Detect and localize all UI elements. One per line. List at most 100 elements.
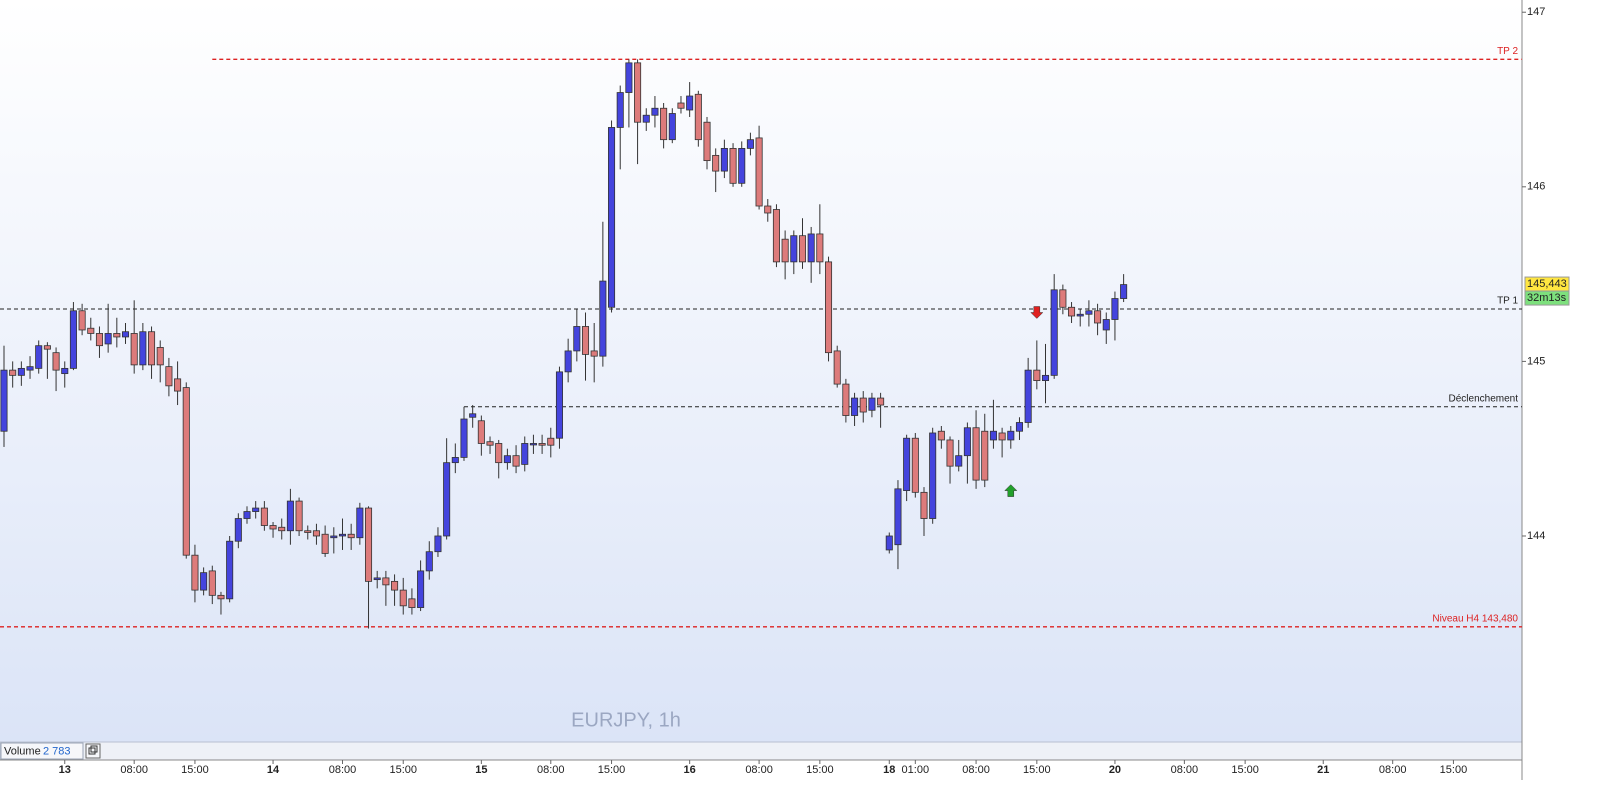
candle-body xyxy=(573,326,581,352)
candle-body xyxy=(477,420,485,444)
candle-body xyxy=(929,432,937,519)
candle-body xyxy=(868,397,876,411)
candle-body xyxy=(746,139,754,149)
candle-body xyxy=(538,443,546,446)
candle-body xyxy=(95,333,103,347)
panel-icon xyxy=(88,747,96,755)
volume-panel xyxy=(0,741,1523,761)
candle-body xyxy=(616,92,624,128)
x-tick-label: 15:00 xyxy=(389,764,417,776)
candle-body xyxy=(651,107,659,116)
y-tick-label: 144 xyxy=(1527,530,1545,542)
candle-body xyxy=(43,345,51,350)
x-tick-label: 01:00 xyxy=(902,764,930,776)
signal-arrow xyxy=(1030,306,1044,319)
volume-box xyxy=(0,742,84,760)
candle-body xyxy=(547,437,555,446)
x-tick-label: 08:00 xyxy=(329,764,357,776)
candle-body xyxy=(1033,369,1041,382)
candle-body xyxy=(226,540,234,600)
candle-body xyxy=(851,397,859,416)
candle-body xyxy=(894,488,902,546)
candle-body xyxy=(312,530,320,537)
x-tick-label: 20 xyxy=(1109,764,1121,776)
x-tick-label: 15:00 xyxy=(1440,764,1468,776)
candle-body xyxy=(1050,289,1058,376)
candle-body xyxy=(148,331,156,366)
candle-body xyxy=(113,333,121,338)
x-tick-label: 08:00 xyxy=(1171,764,1199,776)
x-tick-label: 15:00 xyxy=(181,764,209,776)
candle-body xyxy=(1059,289,1067,308)
candle-body xyxy=(781,238,789,263)
candle-body xyxy=(295,500,303,532)
candle-body xyxy=(208,570,216,596)
candle-body xyxy=(460,418,468,458)
candle-body xyxy=(955,455,963,467)
x-tick-label: 15:00 xyxy=(598,764,626,776)
candle-body xyxy=(286,500,294,532)
candle-body xyxy=(269,525,277,530)
candle-body xyxy=(243,511,251,519)
candle-body xyxy=(521,443,529,465)
candle-body xyxy=(608,127,616,308)
candle-body xyxy=(911,437,919,493)
x-tick-label: 08:00 xyxy=(745,764,773,776)
candle-body xyxy=(191,554,199,591)
candle-body xyxy=(425,551,433,572)
candle-body xyxy=(512,455,520,467)
candle-body xyxy=(382,577,390,586)
candle-body xyxy=(121,331,130,338)
candle-body xyxy=(729,147,737,184)
candle-body xyxy=(712,154,720,172)
candle-body xyxy=(981,430,989,481)
candle-body xyxy=(338,533,347,537)
x-tick-label: 08:00 xyxy=(962,764,990,776)
candle-body xyxy=(417,570,425,608)
timer-box xyxy=(1524,290,1570,306)
candle-body xyxy=(69,310,77,369)
candle-body xyxy=(686,95,694,111)
candle-body xyxy=(668,113,676,141)
candle-body xyxy=(486,441,494,446)
candle-body xyxy=(555,371,563,439)
candle-body xyxy=(182,387,190,556)
candle-body xyxy=(1111,298,1119,320)
candle-body xyxy=(391,580,399,591)
candle-body xyxy=(738,147,746,184)
candle-body xyxy=(1007,430,1015,441)
candle-body xyxy=(139,331,147,366)
x-tick-label: 15:00 xyxy=(1023,764,1051,776)
candle-body xyxy=(642,114,650,123)
candle-body xyxy=(217,594,225,600)
candle-body xyxy=(1085,310,1093,315)
x-tick-label: 21 xyxy=(1317,764,1329,776)
candle-body xyxy=(234,518,242,542)
candle-body xyxy=(790,235,798,263)
y-tick-label: 146 xyxy=(1527,181,1545,193)
candle-body xyxy=(798,235,807,263)
y-tick-label: 145 xyxy=(1527,355,1545,367)
candle-body xyxy=(469,413,477,418)
candle-body xyxy=(825,261,833,354)
candle-body xyxy=(330,535,338,539)
timer-label: 32m13s xyxy=(1527,292,1567,304)
candle-body xyxy=(772,209,780,263)
candle-body xyxy=(9,369,17,376)
candle-body xyxy=(260,507,268,526)
candle-body xyxy=(1068,306,1076,317)
x-tick-label: 08:00 xyxy=(537,764,565,776)
candle-body xyxy=(364,507,373,582)
candle-body xyxy=(1120,284,1128,299)
candle-body xyxy=(720,147,728,172)
candle-body xyxy=(877,397,885,406)
candle-body xyxy=(0,369,8,432)
candle-body xyxy=(660,107,668,141)
x-tick-label: 15:00 xyxy=(806,764,834,776)
candle-body xyxy=(807,233,815,263)
candle-body xyxy=(842,383,850,416)
candle-body xyxy=(937,430,945,441)
candle-body xyxy=(581,326,590,355)
